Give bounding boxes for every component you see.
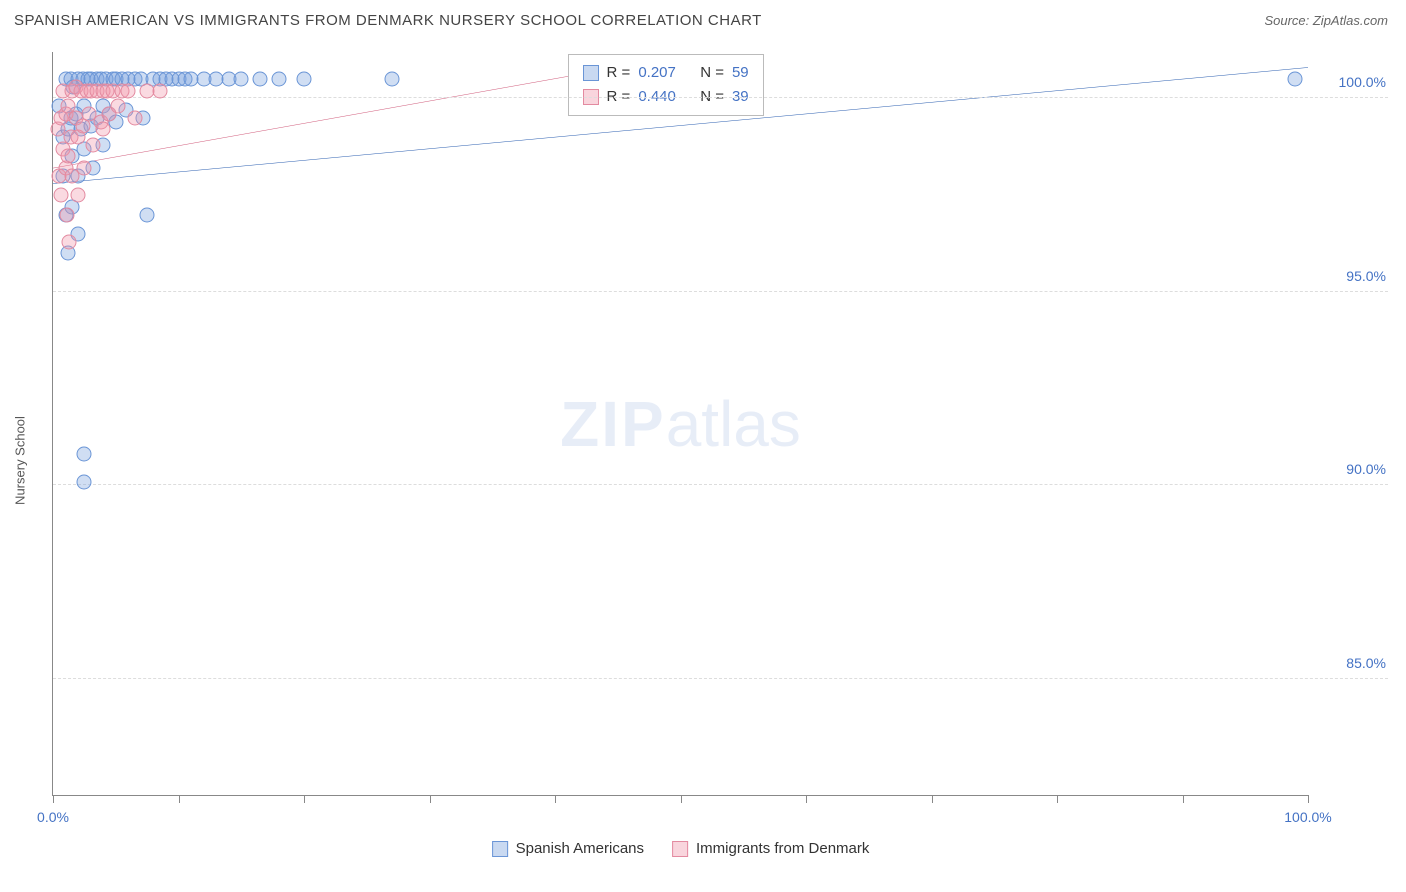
grid-line [53,97,1388,98]
data-point [111,99,126,114]
data-point [62,234,77,249]
y-axis-label: Nursery School [13,416,28,505]
data-point [71,188,86,203]
stats-legend-box: R =0.207 N =59R =0.440 N =39 [568,54,764,116]
x-tick-label: 0.0% [37,809,69,825]
data-point [77,474,92,489]
grid-line [53,678,1388,679]
legend-swatch [583,65,599,81]
data-point [253,72,268,87]
data-point [140,207,155,222]
x-tick [1057,795,1058,803]
data-point [77,161,92,176]
stat-r-label: R = [607,61,631,85]
x-tick [179,795,180,803]
grid-line [53,484,1388,485]
chart-header: SPANISH AMERICAN VS IMMIGRANTS FROM DENM… [0,0,1406,35]
y-tick-label: 90.0% [1346,461,1386,477]
chart-source: Source: ZipAtlas.com [1264,13,1388,28]
legend-swatch [492,841,508,857]
watermark-rest: atlas [666,388,801,460]
x-tick [1308,795,1309,803]
y-tick-label: 85.0% [1346,655,1386,671]
x-tick [1183,795,1184,803]
data-point [152,83,167,98]
data-point [1288,72,1303,87]
x-tick [304,795,305,803]
plot-area: ZIPatlas R =0.207 N =59R =0.440 N =39 Sp… [52,52,1308,796]
x-tick [932,795,933,803]
x-tick-label: 100.0% [1284,809,1331,825]
legend-label: Immigrants from Denmark [696,840,869,857]
trend-lines [53,52,1308,795]
y-tick-label: 100.0% [1339,74,1386,90]
legend-row: R = 0.207 N = 59 [583,61,749,85]
x-tick [53,795,54,803]
data-point [61,149,76,164]
legend-item: Spanish Americans [492,840,644,857]
chart-title: SPANISH AMERICAN VS IMMIGRANTS FROM DENM… [14,12,762,29]
watermark-bold: ZIP [560,388,666,460]
legend-item: Immigrants from Denmark [672,840,869,857]
x-tick [681,795,682,803]
data-point [234,72,249,87]
data-point [127,110,142,125]
x-tick [806,795,807,803]
data-point [384,72,399,87]
x-tick [430,795,431,803]
data-point [86,137,101,152]
data-point [297,72,312,87]
data-point [53,188,68,203]
legend-label: Spanish Americans [516,840,644,857]
y-tick-label: 95.0% [1346,268,1386,284]
data-point [59,207,74,222]
stat-n-value: 59 [732,61,749,85]
legend-swatch [672,841,688,857]
x-tick [555,795,556,803]
data-point [271,72,286,87]
data-point [96,122,111,137]
series-legend: Spanish Americans Immigrants from Denmark [492,840,870,857]
stat-n-label: N = [700,61,724,85]
grid-line [53,291,1388,292]
chart-container: Nursery School ZIPatlas R = 0.207 N = 59R … [14,42,1388,864]
data-point [121,83,136,98]
stat-r-value: 0.207 [638,61,676,85]
data-point [77,447,92,462]
watermark: ZIPatlas [560,387,801,461]
